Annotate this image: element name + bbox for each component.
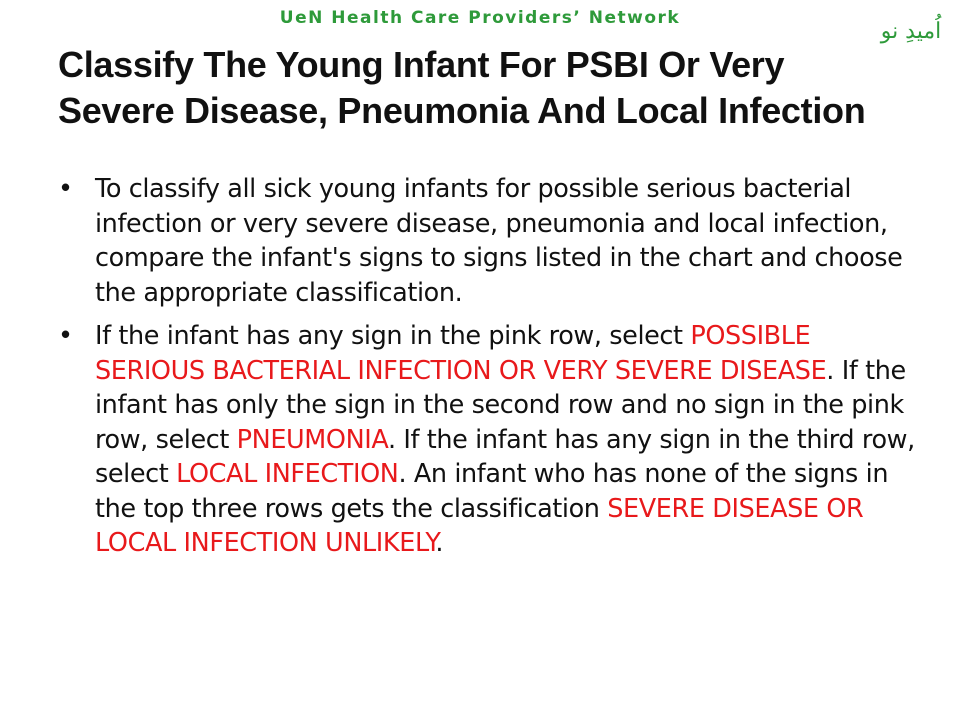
bullet-text-2-part-1: If the infant has any sign in the pink r… [95,321,691,351]
title-line-2: Severe Disease, Pneumonia And Local Infe… [58,90,866,131]
umeed-e-nau-logo: اُمیدِ نو [880,13,942,44]
bullet-text-2-part-2: . If the infant has only the sign in the… [95,355,906,455]
bullet-text-2-part-3: . If the infant has any sign in the thir… [95,424,915,490]
bullet-icon: • [58,321,73,351]
bullet-text-2-part-4: . An infant who has none of the signs in… [95,459,889,524]
bullet-item-2: • If the infant has any sign in the pink… [58,319,918,561]
title-line-1: Classify The Young Infant For PSBI Or Ve… [58,44,785,85]
bullet-icon: • [58,174,73,204]
classification-psbi: POSSIBLE SERIOUS BACTERIAL INFECTION OR … [95,321,827,386]
classification-unlikely: SEVERE DISEASE OR LOCAL INFECTION UNLIKE… [95,493,864,559]
bullet-text-1: To classify all sick young infants for p… [95,174,903,308]
svg-text:اُمیدِ نو: اُمیدِ نو [880,13,942,44]
bullet-item-1: • To classify all sick young infants for… [58,172,918,310]
classification-pneumonia: PNEUMONIA [236,424,389,455]
network-header: UeN Health Care Providers’ Network [279,8,681,28]
bullet-text-2-part-5: . [435,528,444,558]
slide-title: Classify The Young Infant For PSBI Or Ve… [58,42,938,134]
classification-local-infection: LOCAL INFECTION [176,459,399,489]
bullet-list: • To classify all sick young infants for… [58,172,918,570]
